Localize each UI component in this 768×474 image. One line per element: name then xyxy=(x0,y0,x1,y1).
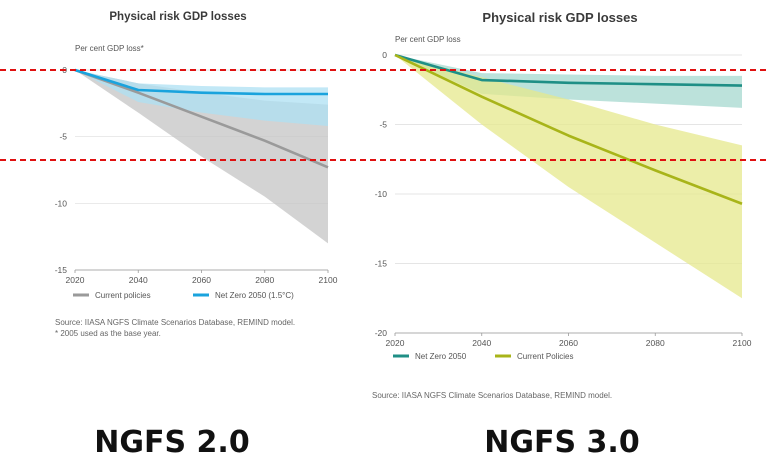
x-tick-label: 2020 xyxy=(386,338,405,348)
y-tick-label: -10 xyxy=(375,189,388,199)
uncertainty-band-2 xyxy=(75,70,328,126)
figure-caption: NGFS 2.0 xyxy=(94,425,249,460)
x-tick-label: 2100 xyxy=(319,275,338,285)
chart-title: Physical risk GDP losses xyxy=(109,11,246,23)
series-line-2 xyxy=(394,53,743,205)
series-line-1 xyxy=(74,68,329,169)
uncertainty-band-2 xyxy=(395,55,742,299)
chart-panel-1: Physical risk GDP losses Per cent GDP los… xyxy=(55,11,338,460)
y-tick-label: -15 xyxy=(55,265,68,275)
x-tick-label: 2020 xyxy=(66,275,85,285)
source-note: Source: IIASA NGFS Climate Scenarios Dat… xyxy=(55,318,295,327)
x-tick-label: 2080 xyxy=(255,275,274,285)
y-axis-unit-label: Per cent GDP loss xyxy=(395,35,461,44)
x-tick-label: 2060 xyxy=(192,275,211,285)
series-line-2 xyxy=(74,68,328,96)
y-tick-label: -5 xyxy=(379,120,387,130)
y-tick-label: -10 xyxy=(55,198,68,208)
x-tick-label: 2040 xyxy=(129,275,148,285)
uncertainty-band-1 xyxy=(395,55,742,108)
source-note: Source: IIASA NGFS Climate Scenarios Dat… xyxy=(372,391,612,400)
legend-label-2: Current Policies xyxy=(517,352,573,361)
y-tick-label: 0 xyxy=(382,50,387,60)
source-note: * 2005 used as the base year. xyxy=(55,329,161,338)
chart-panel-2: Physical risk GDP losses Per cent GDP los… xyxy=(372,10,752,460)
x-tick-label: 2100 xyxy=(733,338,752,348)
series-line-1 xyxy=(394,53,743,87)
legend-label-1: Net Zero 2050 xyxy=(415,352,467,361)
legend-label-2: Net Zero 2050 (1.5°C) xyxy=(215,291,294,300)
x-tick-label: 2040 xyxy=(472,338,491,348)
x-tick-label: 2080 xyxy=(646,338,665,348)
x-tick-label: 2060 xyxy=(559,338,578,348)
y-tick-label: -20 xyxy=(375,328,388,338)
y-tick-label: -5 xyxy=(59,132,67,142)
legend-label-1: Current policies xyxy=(95,291,151,300)
figure-caption: NGFS 3.0 xyxy=(484,425,639,460)
y-axis-unit-label: Per cent GDP loss* xyxy=(75,44,144,53)
chart-title: Physical risk GDP losses xyxy=(482,10,637,25)
y-tick-label: -15 xyxy=(375,259,388,269)
